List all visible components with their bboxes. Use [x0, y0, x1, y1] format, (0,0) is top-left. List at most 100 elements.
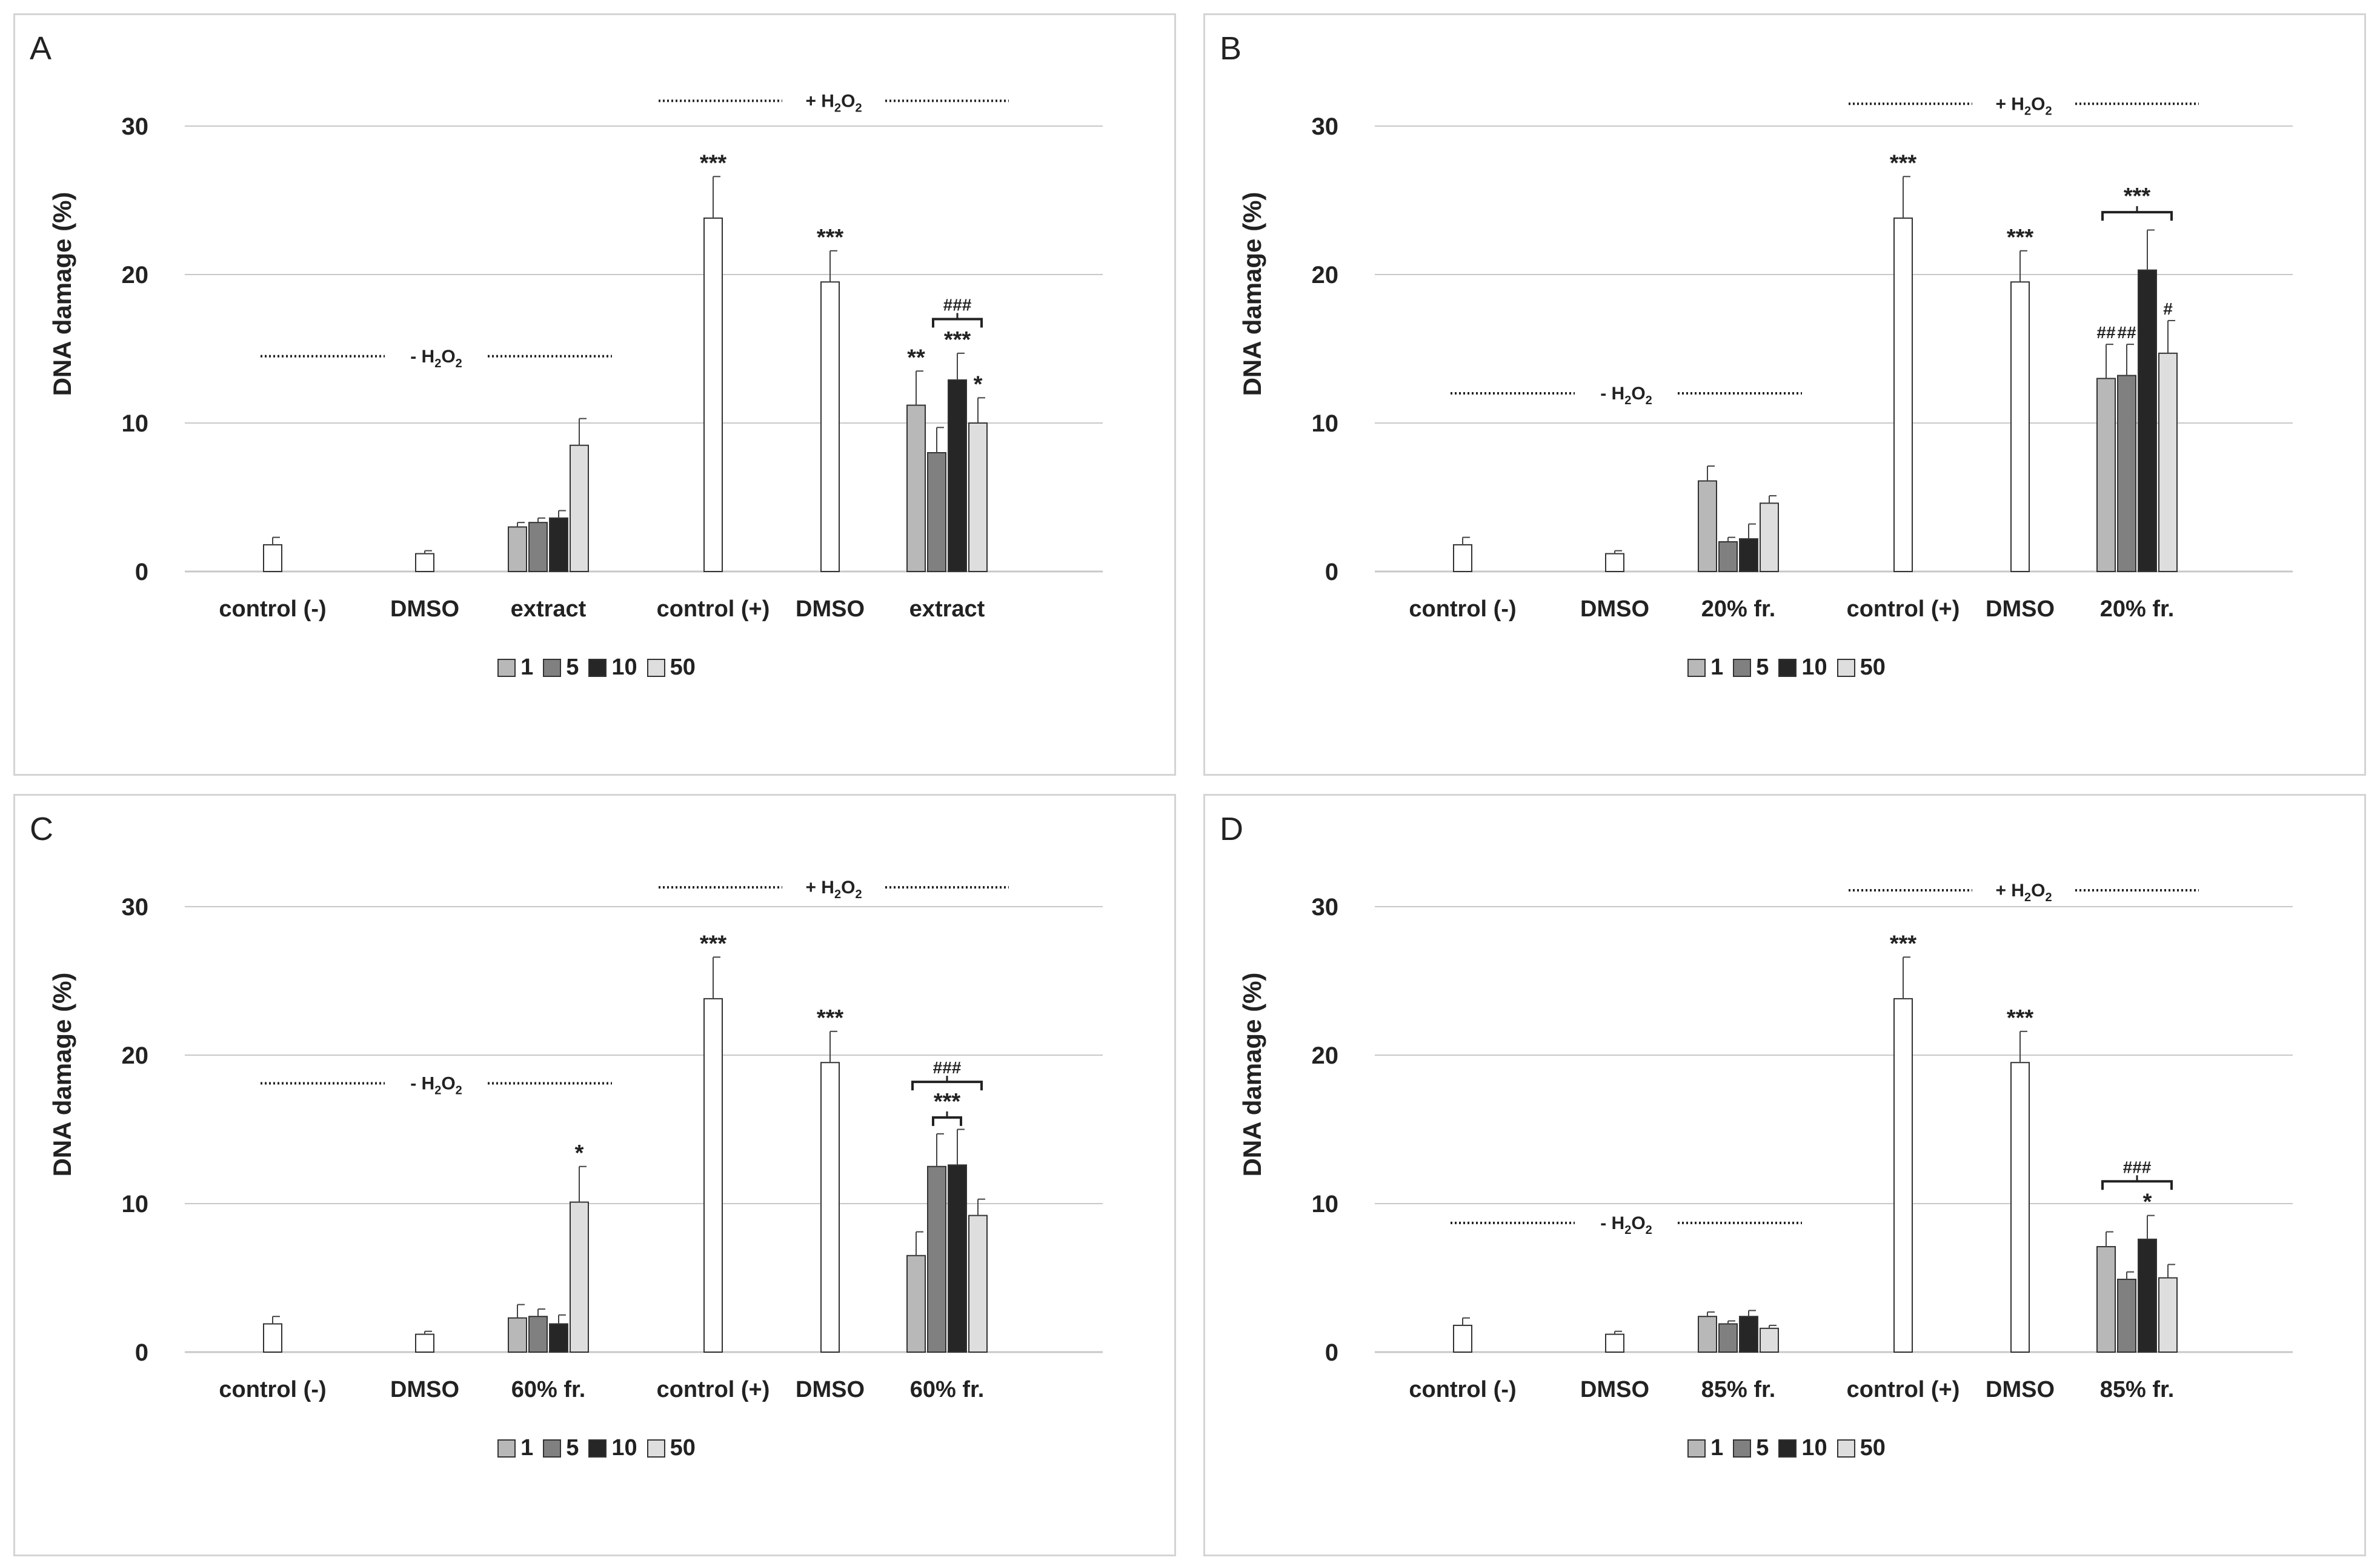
plus-h2o2-label: + H2O2	[1995, 881, 2052, 904]
legend-swatch	[1687, 1439, 1706, 1458]
bar	[1453, 544, 1472, 573]
bar	[2117, 1278, 2136, 1353]
x-category-label: 85% fr.	[2100, 1377, 2175, 1402]
bar	[2158, 1277, 2178, 1353]
bar	[1739, 1316, 1758, 1353]
y-axis-label: DNA damage (%)	[1238, 192, 1266, 396]
legend-label: 10	[611, 655, 637, 680]
significance-label: *	[2143, 1190, 2152, 1215]
x-category-label: DMSO	[796, 1377, 865, 1402]
legend-label: 10	[1801, 655, 1827, 680]
legend-label: 10	[611, 1435, 637, 1461]
legend: 1 5 10 50	[1205, 655, 2368, 681]
bar	[703, 998, 723, 1353]
legend-item: 50	[1837, 1435, 1886, 1461]
legend-swatch	[588, 1439, 607, 1458]
bar	[968, 1215, 988, 1353]
bar	[1698, 480, 1717, 572]
bar	[528, 522, 548, 573]
bar	[1760, 1327, 1779, 1353]
x-category-label: control (+)	[657, 1377, 770, 1402]
y-tick-label: 10	[1312, 410, 1339, 437]
bar	[948, 1164, 967, 1353]
bar	[927, 452, 946, 572]
bar	[968, 422, 988, 572]
legend-item: 50	[1837, 655, 1886, 681]
legend-item: 1	[1687, 655, 1723, 681]
chart-panel-c: 0 10 20 30 * *** *** *** ### control (-) DMSO 60% f…	[13, 794, 1176, 1556]
significance-bracket	[2101, 1180, 2173, 1190]
bar	[1605, 1333, 1624, 1353]
x-category-label: control (-)	[219, 1377, 326, 1402]
legend-label: 50	[1860, 1435, 1886, 1461]
x-category-label: extract	[909, 596, 985, 622]
bar	[570, 1201, 589, 1353]
bar	[549, 1323, 568, 1353]
significance-label: ***	[2007, 1005, 2034, 1031]
legend: 1 5 10 50	[15, 1435, 1178, 1461]
legend-swatch	[1733, 1439, 1752, 1458]
x-category-label: DMSO	[390, 596, 459, 622]
bar	[1893, 217, 1913, 572]
minus-h2o2-label: - H2O2	[410, 347, 462, 370]
x-category-label: control (-)	[1409, 596, 1516, 622]
bar	[820, 281, 840, 572]
bar	[948, 379, 967, 572]
legend-label: 5	[566, 655, 579, 680]
legend: 1 5 10 50	[15, 655, 1178, 681]
legend-label: 1	[520, 1435, 534, 1461]
bracket-label: ###	[943, 296, 972, 315]
significance-label: ***	[700, 150, 727, 176]
bar	[570, 444, 589, 572]
x-category-label: 20% fr.	[2100, 596, 2175, 622]
chart-panel-d: 0 10 20 30 *** *** * ### control (-) DMSO 85% fr. c…	[1203, 794, 2366, 1556]
significance-label: ##	[2096, 323, 2116, 342]
y-tick-label: 20	[1312, 1042, 1339, 1069]
x-category-label: DMSO	[1986, 1377, 2055, 1402]
legend-label: 5	[1756, 1435, 1769, 1461]
legend-label: 50	[670, 655, 696, 680]
bar	[2096, 1246, 2116, 1353]
chart-panel-b: 0 10 20 30 *** *** ## ## # *** control (-) DMSO 20% …	[1203, 13, 2366, 776]
legend-swatch	[647, 1439, 665, 1458]
legend-item: 10	[1778, 1435, 1827, 1461]
legend-swatch	[497, 659, 516, 677]
y-tick-label: 0	[135, 559, 148, 585]
significance-bracket	[2101, 211, 2173, 221]
bar	[820, 1062, 840, 1353]
legend-swatch	[1837, 1439, 1855, 1458]
legend-swatch	[1778, 659, 1797, 677]
legend-label: 1	[520, 655, 534, 680]
bar	[508, 1317, 527, 1353]
bracket-label: ***	[934, 1089, 961, 1115]
legend-label: 5	[1756, 655, 1769, 680]
y-tick-label: 20	[122, 262, 149, 288]
bar	[2010, 1062, 2030, 1353]
legend-item: 5	[1733, 655, 1769, 681]
significance-bracket	[932, 1116, 962, 1126]
significance-label: #	[2163, 299, 2173, 318]
legend-label: 1	[1710, 1435, 1724, 1461]
bar	[1893, 998, 1913, 1353]
plus-h2o2-label: + H2O2	[1995, 94, 2052, 118]
x-category-label: control (-)	[219, 596, 326, 622]
panel-letter: C	[30, 811, 53, 847]
legend-item: 10	[588, 655, 637, 681]
x-category-label: 85% fr.	[1701, 1377, 1776, 1402]
bar	[549, 517, 568, 572]
legend-label: 1	[1710, 655, 1724, 680]
x-category-label: control (+)	[1847, 596, 1960, 622]
y-tick-label: 0	[1325, 1339, 1338, 1366]
x-category-label: control (+)	[657, 596, 770, 622]
y-tick-label: 30	[122, 113, 149, 140]
minus-h2o2-label: - H2O2	[1600, 384, 1652, 407]
bar	[2138, 1238, 2157, 1353]
bar	[2010, 281, 2030, 572]
x-category-label: 60% fr.	[511, 1377, 586, 1402]
legend-label: 10	[1801, 1435, 1827, 1461]
legend-item: 5	[543, 1435, 579, 1461]
significance-label: *	[575, 1141, 584, 1166]
